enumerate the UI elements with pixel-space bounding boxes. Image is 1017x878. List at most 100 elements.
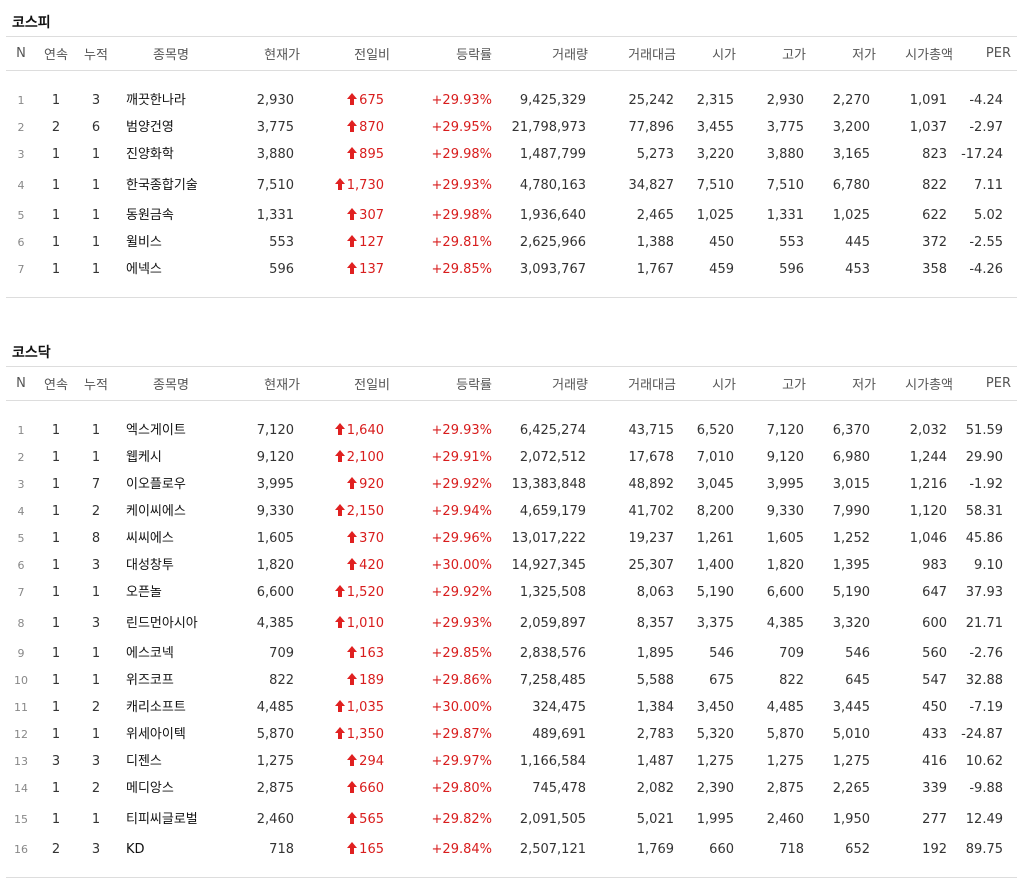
change-rate: +29.85%	[431, 262, 492, 277]
table-row: 3 1 1 진양화학 3,880 895 +29.98% 1,487,799 5,273 3,22…	[6, 141, 1017, 168]
price-change-value: 1,730	[346, 177, 384, 193]
stock-name-link[interactable]: 윌비스	[126, 235, 162, 250]
up-arrow-icon	[334, 585, 345, 597]
stock-name-cell: 위즈코프	[116, 667, 226, 694]
price-change: 870	[314, 114, 410, 141]
trade-amount: 25,242	[628, 93, 675, 108]
stock-name-link[interactable]: 린드먼아시아	[126, 615, 198, 631]
row-number: 1	[17, 94, 25, 107]
current-price: 718	[269, 842, 294, 857]
stock-name-link[interactable]: 이오플로우	[126, 477, 186, 492]
row-number: 14	[14, 782, 28, 795]
stock-name-link[interactable]: 깨끗한나라	[126, 93, 186, 108]
up-arrow-icon	[347, 531, 358, 543]
stock-name-link[interactable]: 메디앙스	[126, 781, 174, 796]
open-price: 1,275	[696, 754, 734, 769]
stock-name-link[interactable]: 티피씨글로벌	[126, 811, 198, 827]
high-price: 1,275	[766, 754, 804, 769]
stock-name-link[interactable]: 씨씨에스	[126, 531, 174, 546]
stock-name-cell: 케이씨에스	[116, 498, 226, 525]
low-price: 3,445	[832, 700, 870, 715]
current-price: 3,775	[256, 120, 294, 135]
stock-name-cell: 메디앙스	[116, 775, 226, 802]
table-bottom-border	[6, 283, 1017, 298]
high-price: 2,460	[766, 811, 804, 827]
stock-name-link[interactable]: 케이씨에스	[126, 504, 186, 519]
price-change-value: 2,150	[346, 504, 384, 519]
consecutive-count: 1	[51, 585, 61, 600]
table-row: 7 1 1 오픈놀 6,600 1,520 +29.92% 1,325,508 8,063 5,1…	[6, 579, 1017, 606]
stock-name-link[interactable]: 디젠스	[126, 754, 162, 769]
cumulative-count: 1	[91, 673, 101, 688]
column-header: 연속	[36, 36, 76, 71]
price-change-value: 1,010	[346, 615, 384, 631]
trade-amount: 2,783	[636, 727, 674, 742]
current-price: 4,385	[256, 615, 294, 631]
stock-name-link[interactable]: KD	[126, 842, 145, 857]
low-price: 2,270	[832, 93, 870, 108]
current-price: 709	[269, 646, 294, 661]
table-row: 13 3 3 디젠스 1,275 294 +29.97% 1,166,584 1,487 1,27…	[6, 748, 1017, 775]
stock-name-link[interactable]: 엑스게이트	[126, 423, 186, 438]
current-price: 1,820	[256, 558, 294, 573]
open-price: 7,010	[696, 450, 734, 465]
change-rate: +29.84%	[431, 842, 492, 857]
stock-name-link[interactable]: 범양건영	[126, 120, 174, 135]
row-number: 6	[17, 236, 25, 249]
up-arrow-icon	[347, 811, 358, 824]
table-row: 9 1 1 에스코넥 709 163 +29.85% 2,838,576 1,895 546 709…	[6, 640, 1017, 667]
table-row: 4 1 1 한국종합기술 7,510 1,730 +29.93% 4,780,163 34,82…	[6, 168, 1017, 202]
column-header: 저가	[812, 36, 882, 71]
high-price: 7,510	[766, 177, 804, 193]
stock-name-cell: 씨씨에스	[116, 525, 226, 552]
column-header: 시가	[682, 366, 742, 401]
price-change-value: 675	[359, 93, 384, 108]
stock-name-link[interactable]: 동원금속	[126, 208, 174, 223]
cumulative-count: 2	[91, 504, 101, 519]
stock-name-link[interactable]: 진양화학	[126, 147, 174, 162]
consecutive-count: 2	[51, 842, 61, 857]
stock-name-cell: 티피씨글로벌	[116, 802, 226, 836]
high-price: 4,485	[766, 700, 804, 715]
price-change: 307	[314, 202, 410, 229]
stock-name-link[interactable]: 에넥스	[126, 262, 162, 277]
cumulative-count: 3	[91, 842, 101, 857]
cumulative-count: 1	[91, 147, 101, 162]
price-change: 1,640	[314, 417, 410, 444]
current-price: 2,875	[256, 781, 294, 796]
column-header: 종목명	[116, 36, 226, 71]
open-price: 1,025	[696, 208, 734, 223]
change-rate: +29.87%	[431, 727, 492, 742]
per-value: 89.75	[965, 842, 1003, 857]
stock-name-link[interactable]: 오픈놀	[126, 585, 162, 600]
stock-name-link[interactable]: 대성창투	[126, 558, 174, 573]
change-rate: +29.82%	[431, 811, 492, 827]
market-cap: 560	[922, 646, 947, 661]
column-header: 거래대금	[594, 36, 682, 71]
price-change: 163	[314, 640, 410, 667]
stock-name-link[interactable]: 에스코넥	[126, 646, 174, 661]
trade-amount: 17,678	[628, 450, 675, 465]
market-cap: 192	[922, 842, 947, 857]
stock-name-link[interactable]: 위즈코프	[126, 673, 174, 688]
consecutive-count: 1	[51, 177, 61, 193]
trade-amount: 19,237	[628, 531, 675, 546]
table-row: 7 1 1 에넥스 596 137 +29.85% 3,093,767 1,767 459 596 4…	[6, 256, 1017, 283]
stock-name-link[interactable]: 한국종합기술	[126, 177, 198, 193]
low-price: 6,980	[832, 450, 870, 465]
kosdaq-table-body: 1 1 1 엑스게이트 7,120 1,640 +29.93% 6,425,274 43,715…	[6, 401, 1017, 878]
price-change-value: 870	[359, 120, 384, 135]
price-change: 294	[314, 748, 410, 775]
current-price: 2,930	[256, 93, 294, 108]
row-number: 12	[14, 728, 28, 741]
stock-name-cell: 범양건영	[116, 114, 226, 141]
volume: 14,927,345	[511, 558, 586, 573]
stock-name-link[interactable]: 웹케시	[126, 450, 162, 465]
stock-name-link[interactable]: 위세아이텍	[126, 727, 186, 742]
price-change-value: 127	[359, 235, 384, 250]
consecutive-count: 1	[51, 811, 61, 827]
stock-name-link[interactable]: 캐리소프트	[126, 700, 186, 715]
volume: 4,780,163	[519, 177, 586, 193]
price-change: 2,150	[314, 498, 410, 525]
